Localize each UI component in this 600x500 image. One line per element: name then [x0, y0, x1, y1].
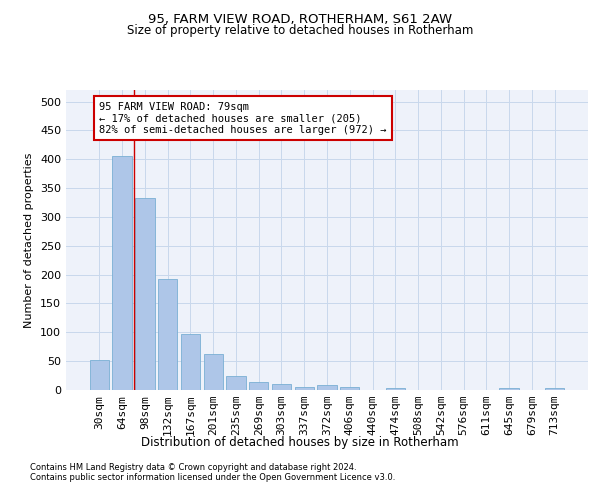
Bar	[249, 382, 268, 390]
Bar	[272, 384, 291, 390]
Bar	[386, 388, 405, 390]
Text: 95 FARM VIEW ROAD: 79sqm
← 17% of detached houses are smaller (205)
82% of semi-: 95 FARM VIEW ROAD: 79sqm ← 17% of detach…	[100, 102, 387, 134]
Text: 95, FARM VIEW ROAD, ROTHERHAM, S61 2AW: 95, FARM VIEW ROAD, ROTHERHAM, S61 2AW	[148, 12, 452, 26]
Text: Distribution of detached houses by size in Rotherham: Distribution of detached houses by size …	[141, 436, 459, 449]
Bar	[226, 376, 245, 390]
Bar	[295, 386, 314, 390]
Bar	[135, 198, 155, 390]
Text: Contains public sector information licensed under the Open Government Licence v3: Contains public sector information licen…	[30, 474, 395, 482]
Y-axis label: Number of detached properties: Number of detached properties	[25, 152, 34, 328]
Bar	[545, 388, 564, 390]
Text: Contains HM Land Registry data © Crown copyright and database right 2024.: Contains HM Land Registry data © Crown c…	[30, 464, 356, 472]
Bar	[317, 385, 337, 390]
Bar	[340, 387, 359, 390]
Bar	[90, 360, 109, 390]
Bar	[499, 388, 519, 390]
Bar	[181, 334, 200, 390]
Bar	[158, 278, 178, 390]
Bar	[112, 156, 132, 390]
Text: Size of property relative to detached houses in Rotherham: Size of property relative to detached ho…	[127, 24, 473, 37]
Bar	[203, 354, 223, 390]
